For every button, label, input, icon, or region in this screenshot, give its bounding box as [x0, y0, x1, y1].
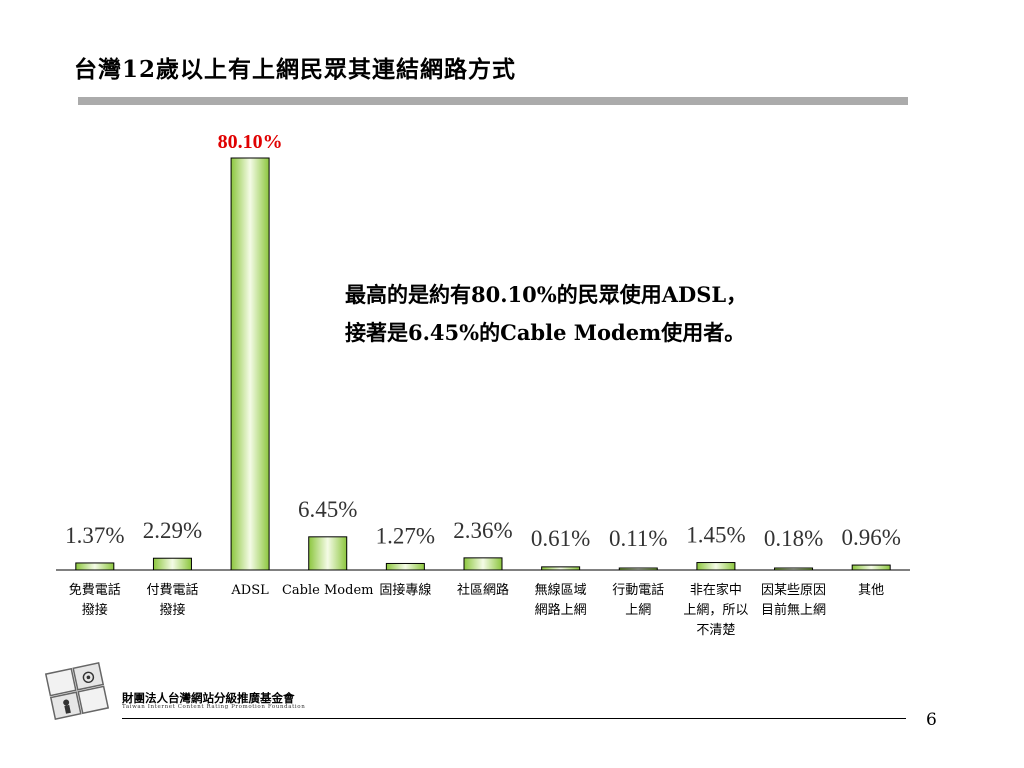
- bar-9: [774, 567, 814, 571]
- slide-title: 台灣12歲以上有上網民眾其連結網路方式: [74, 56, 517, 83]
- category-label-7-line-1: 上網: [625, 603, 651, 618]
- category-label-8-line-0: 非在家中: [690, 582, 742, 598]
- value-label-3: 6.45%: [298, 497, 357, 522]
- category-label-4-line-0: 固接專線: [379, 582, 431, 598]
- bar-3: [308, 536, 348, 571]
- bar-1: [152, 557, 192, 571]
- chart-annotation: 最高的是約有80.10%的民眾使用ADSL， 接著是6.45%的Cable Mo…: [345, 276, 747, 352]
- category-label-8-line-1: 上網，所以: [683, 603, 748, 618]
- value-label-7: 0.11%: [609, 526, 668, 551]
- annotation-line-1: 最高的是約有80.10%的民眾使用ADSL，: [345, 282, 748, 307]
- value-label-0: 1.37%: [65, 523, 124, 548]
- value-label-6: 0.61%: [531, 526, 590, 551]
- category-label-9-line-0: 因某些原因: [761, 583, 826, 598]
- value-label-5: 2.36%: [453, 518, 512, 543]
- value-label-2: 80.10%: [218, 131, 283, 153]
- bar-10: [851, 564, 891, 571]
- category-label-6-line-1: 網路上網: [535, 602, 587, 618]
- bar-2: [230, 157, 270, 571]
- category-label-7-line-0: 行動電話: [612, 582, 664, 598]
- category-label-0-line-0: 免費電話: [69, 582, 121, 598]
- value-label-4: 1.27%: [376, 523, 435, 548]
- category-label-9-line-1: 目前無上網: [761, 602, 826, 618]
- value-label-10: 0.96%: [841, 525, 900, 550]
- bar-5: [463, 557, 503, 571]
- foundation-logo: [44, 661, 110, 721]
- foundation-name: 財團法人台灣網站分級推廣基金會: [122, 691, 295, 705]
- category-label-3-line-0: Cable Modem: [282, 583, 373, 598]
- category-label-10-line-0: 其他: [858, 583, 884, 598]
- bar-8: [696, 562, 736, 571]
- value-label-9: 0.18%: [764, 526, 823, 551]
- category-label-1-line-0: 付費電話: [146, 582, 198, 598]
- foundation-name-english: Taiwan Internet Content Rating Promotion…: [122, 704, 306, 710]
- category-label-8-line-2: 不清楚: [696, 623, 735, 638]
- category-label-2-line-0: ADSL: [230, 583, 269, 598]
- page-number: 6: [926, 710, 937, 730]
- annotation-line-2: 接著是6.45%的Cable Modem使用者。: [345, 320, 746, 345]
- title-underline-bar: [78, 97, 908, 105]
- bar-7: [618, 567, 658, 571]
- category-label-5-line-0: 社區網路: [457, 582, 509, 598]
- category-label-6-line-0: 無線區域: [535, 582, 587, 598]
- category-label-0-line-1: 撥接: [82, 602, 108, 618]
- category-label-1-line-1: 撥接: [159, 602, 185, 618]
- value-label-8: 1.45%: [686, 523, 745, 548]
- footer-rule: [122, 718, 906, 719]
- bar-0: [75, 562, 115, 571]
- bar-6: [541, 566, 581, 571]
- value-label-1: 2.29%: [143, 518, 202, 543]
- bar-4: [385, 562, 425, 571]
